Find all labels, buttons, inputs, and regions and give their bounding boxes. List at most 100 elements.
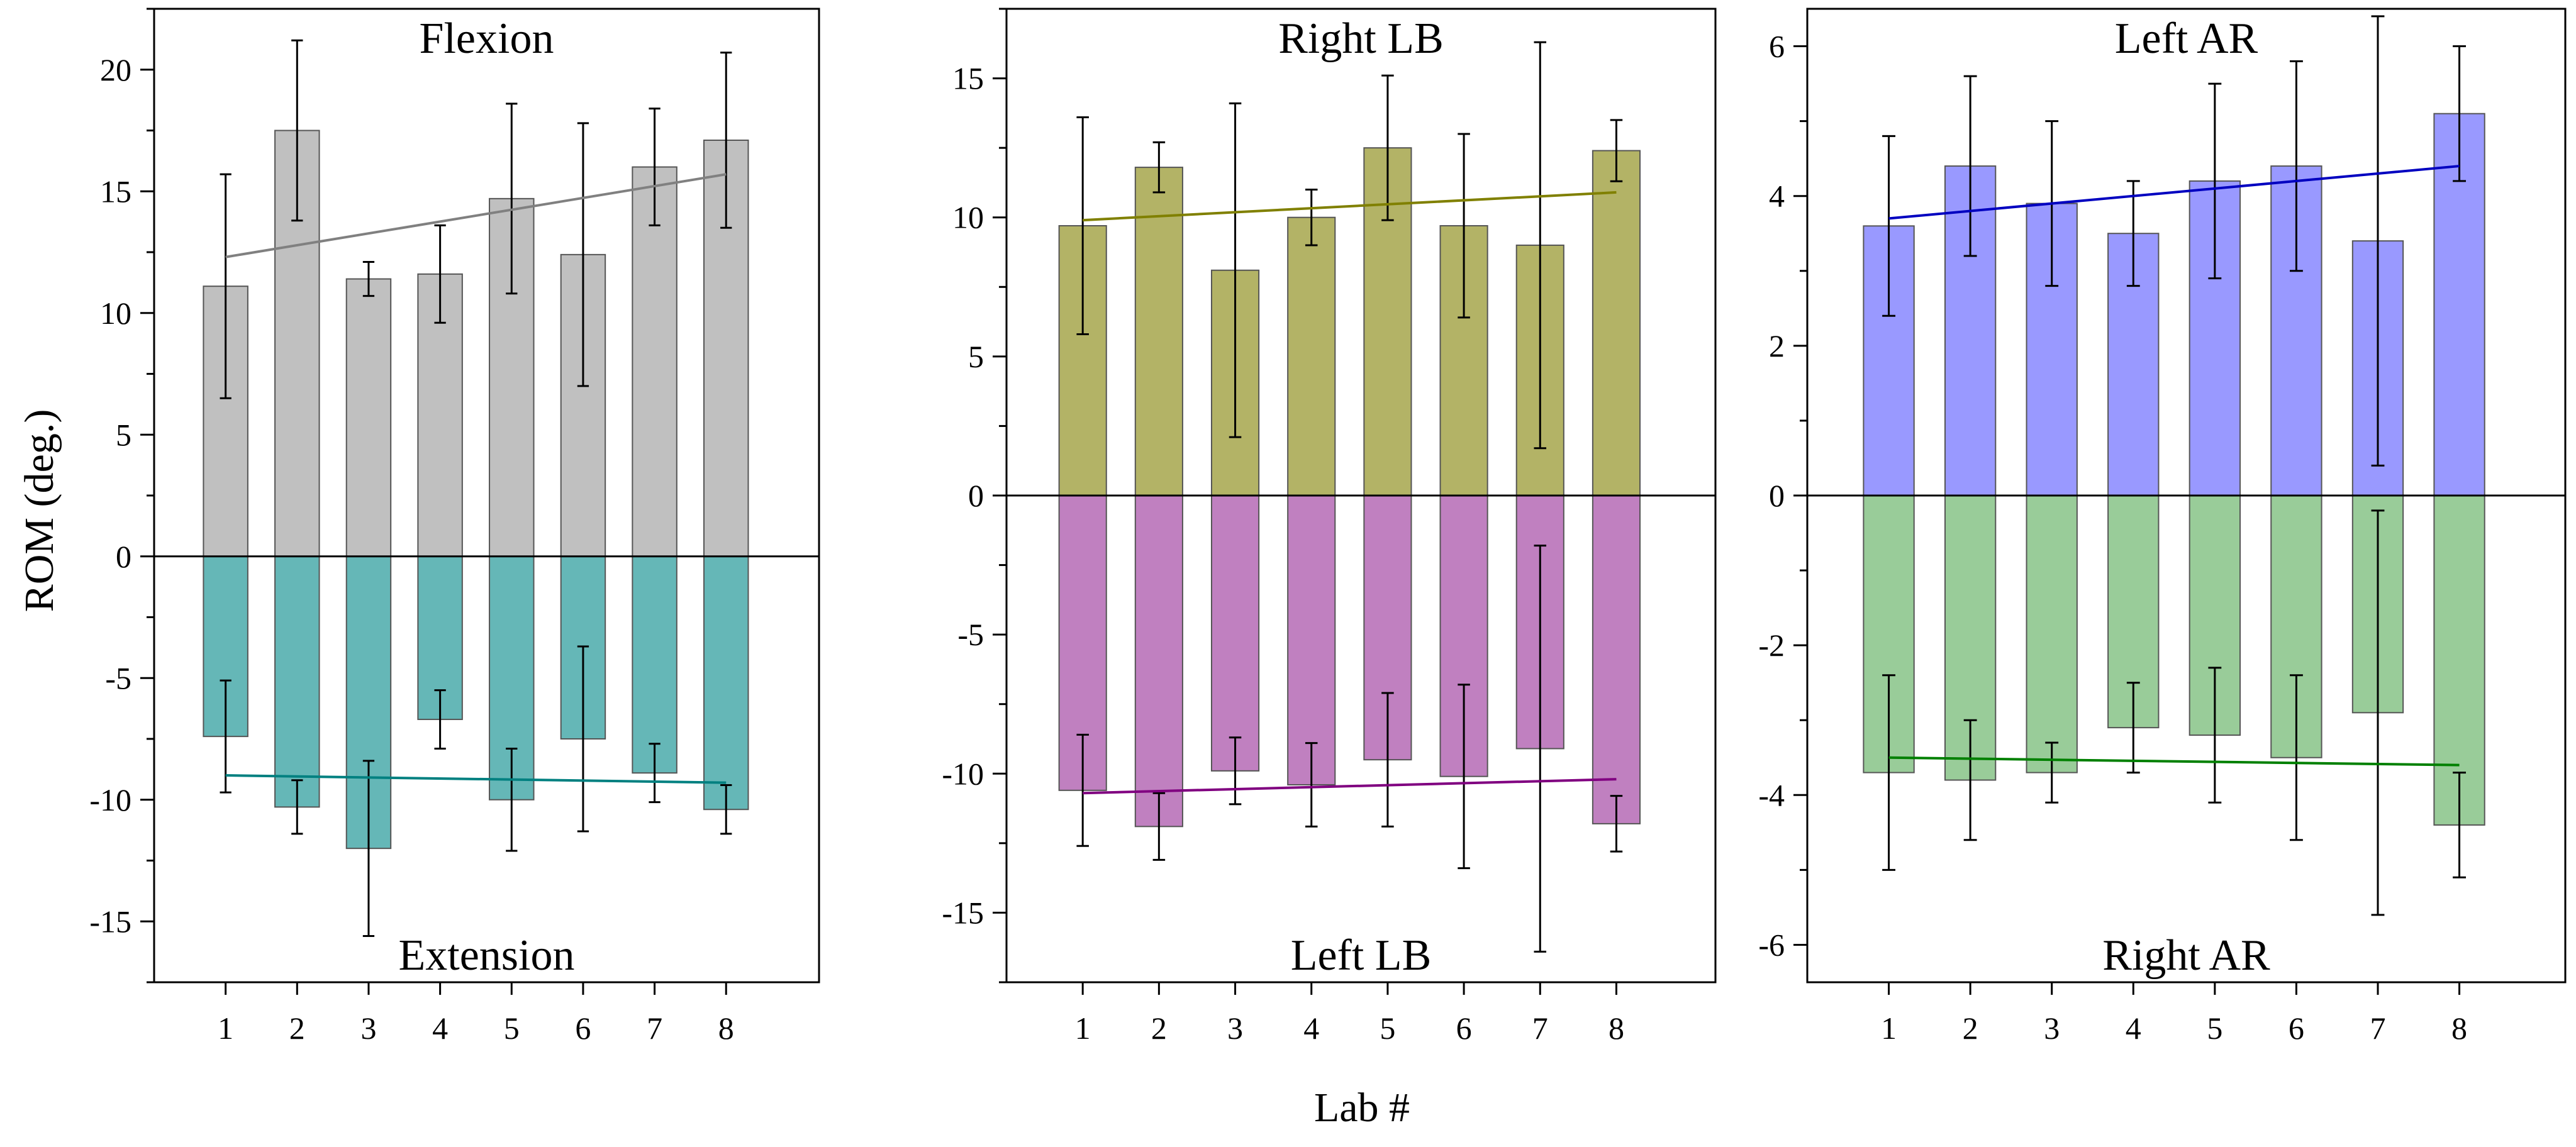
error-bar [1882,674,1896,871]
error-bar [1381,692,1394,828]
error-bar [362,260,375,297]
x-tick-label: 2 [289,1011,305,1046]
error-bar [1610,795,1623,853]
y-tick-label: 0 [968,478,984,513]
y-tick-label: 10 [100,296,131,331]
error-bar [1076,116,1089,335]
series-label: Flexion [420,14,554,63]
y-tick-label: 2 [1769,328,1785,363]
x-tick-label: 8 [1609,1011,1624,1046]
error-bar [577,645,589,833]
x-tick-label: 6 [575,1011,591,1046]
bar [632,166,677,557]
error-bar [1458,133,1470,319]
error-bar [434,224,446,324]
series-1-2: Extension [203,555,749,980]
y-tick-label: -5 [105,660,131,695]
error-bar [2126,180,2140,287]
series-2-1: Right LB [1058,14,1641,496]
error-bar [2208,667,2222,804]
x-tick-label: 4 [2126,1011,2141,1046]
x-tick-label: 6 [2289,1011,2304,1046]
error-bar [1076,733,1089,847]
x-tick-label: 1 [218,1011,233,1046]
error-bar [2371,15,2385,467]
error-bar [506,747,518,852]
x-tick-label: 4 [1303,1011,1319,1046]
bar [1592,150,1641,496]
bar [274,555,320,808]
bar [1287,495,1336,785]
error-bar [2126,682,2140,774]
y-tick-label: 0 [116,539,131,574]
y-tick-label: 15 [952,61,984,96]
y-tick-label: -10 [942,756,984,791]
error-bar [1152,792,1166,861]
error-bar [220,679,231,794]
y-tick-label: 10 [952,200,984,235]
error-bar [1381,74,1394,221]
error-bar [2453,45,2466,182]
series-1-1: Flexion [203,14,749,557]
bar [2433,495,2485,826]
error-bar [2045,741,2059,804]
x-tick-label: 3 [2044,1011,2060,1046]
error-bar [362,760,375,937]
error-bar [1229,736,1242,806]
x-tick-label: 1 [1881,1011,1897,1046]
y-tick-label: 20 [100,52,131,87]
error-bar [1229,102,1242,438]
series-label: Right LB [1278,14,1444,63]
bar [703,555,749,811]
x-tick-label: 7 [647,1011,662,1046]
x-tick-label: 1 [1075,1011,1091,1046]
bar [1287,216,1336,496]
trend-line [1083,778,1617,795]
y-tick-label: 6 [1769,29,1785,64]
x-tick-label: 3 [1227,1011,1243,1046]
chart-panel-3: Left AR Right AR -6 -4 -2 0 2 4 6 1 2 3 4 5 6 7 8 [1758,8,2567,1046]
bar [1210,495,1260,772]
error-bar [649,108,661,226]
error-bar [1882,135,1896,317]
y-tick-label: 5 [968,339,984,374]
error-bar [1610,119,1623,182]
error-bar [1534,545,1547,953]
series-label: Right AR [2102,931,2270,980]
error-bar [220,173,231,399]
y-tick-label: -2 [1758,628,1785,663]
x-tick-label: 7 [1532,1011,1548,1046]
error-bar [577,122,589,387]
bar [2026,495,2078,773]
error-bar [720,784,732,835]
series-label: Left AR [2115,14,2258,63]
y-tick-label: -15 [89,904,131,939]
y-tick-label: -15 [942,895,984,930]
x-axis-title: Lab # [1314,1085,1410,1131]
error-bar [1305,188,1318,247]
x-tick-label: 2 [1151,1011,1167,1046]
x-tick-label: 7 [2370,1011,2385,1046]
series-2-2: Left LB [1058,495,1641,980]
trend-line [225,774,727,784]
bar [1134,495,1183,828]
bar [345,278,392,557]
trend-line [1888,756,2460,767]
y-tick-label: 5 [116,417,131,452]
y-tick-label: -5 [957,617,984,652]
bar [1592,495,1641,824]
error-bar [1963,75,1977,257]
trend-line [225,173,727,258]
bar [632,555,677,774]
error-bar [2453,772,2466,878]
error-bar [1152,141,1166,194]
error-bar [1963,719,1977,841]
error-bar [2208,82,2222,280]
x-tick-label: 2 [1963,1011,1978,1046]
error-bar [1458,684,1470,870]
chart-panel-2: Right LB Left LB -15 -10 -5 0 5 10 15 1 2 3 4 5 6 7 8 [942,8,1717,1046]
x-tick-label: 5 [1380,1011,1395,1046]
y-tick-label: -10 [89,782,131,817]
x-tick-label: 5 [504,1011,520,1046]
